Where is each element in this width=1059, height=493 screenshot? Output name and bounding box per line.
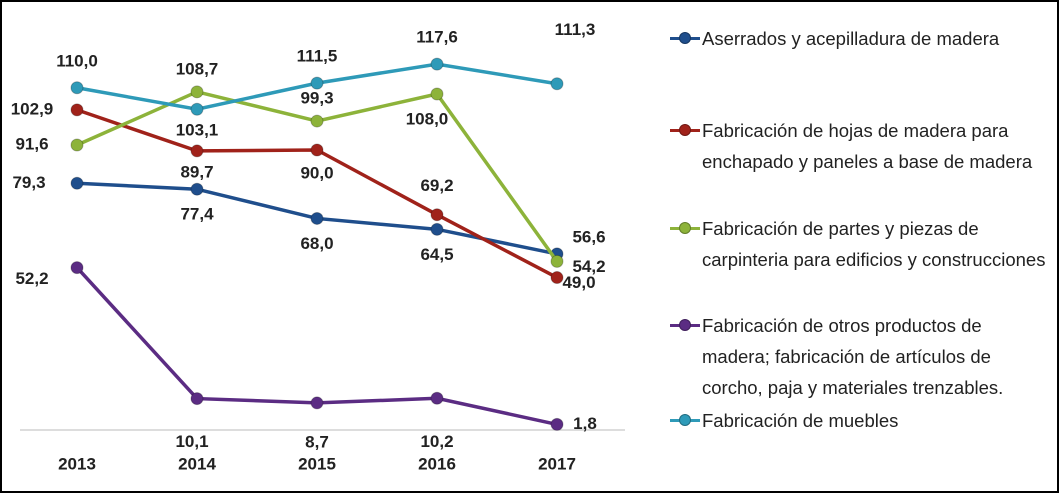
legend-item: Fabricación de otros productos de madera… [668, 310, 1048, 403]
data-label: 10,2 [420, 432, 453, 451]
data-label: 108,7 [176, 59, 219, 78]
data-label: 111,3 [555, 20, 596, 39]
marker [70, 81, 84, 95]
legend-item: Fabricación de muebles [668, 405, 1048, 436]
data-label: 89,7 [180, 162, 213, 181]
data-label: 54,2 [572, 257, 605, 276]
marker [70, 261, 84, 275]
legend-label: Fabricación de partes y piezas de carpin… [702, 218, 1046, 270]
data-label: 49,0 [562, 273, 595, 292]
data-label: 10,1 [175, 432, 208, 451]
marker [550, 77, 564, 91]
marker [310, 114, 324, 128]
data-label: 110,0 [56, 51, 98, 70]
marker [310, 76, 324, 90]
marker [430, 208, 444, 222]
marker [310, 396, 324, 410]
data-label: 77,4 [180, 205, 214, 224]
data-label: 102,9 [11, 99, 54, 118]
data-label: 108,0 [406, 109, 449, 128]
data-label: 8,7 [305, 432, 329, 451]
x-tick-label: 2013 [58, 454, 96, 473]
data-label: 56,6 [572, 227, 605, 246]
marker [70, 138, 84, 152]
legend-item: Fabricación de hojas de madera para ench… [668, 115, 1048, 177]
marker [190, 392, 204, 406]
legend-label: Fabricación de otros productos de madera… [702, 315, 1004, 398]
marker [430, 87, 444, 101]
marker [550, 417, 564, 431]
marker [190, 182, 204, 196]
data-label: 117,6 [416, 28, 458, 47]
data-label: 103,1 [176, 121, 219, 140]
marker [430, 222, 444, 236]
x-tick-label: 2016 [418, 454, 456, 473]
legend-item: Aserrados y acepilladura de madera [668, 23, 1048, 54]
x-tick-label: 2017 [538, 454, 576, 473]
data-label: 52,2 [15, 269, 48, 288]
marker [190, 102, 204, 116]
data-label: 68,0 [300, 234, 333, 253]
data-label: 99,3 [300, 89, 333, 108]
data-label: 64,5 [420, 245, 453, 264]
legend-label: Fabricación de muebles [702, 410, 899, 431]
marker [190, 144, 204, 158]
legend-item: Fabricación de partes y piezas de carpin… [668, 213, 1048, 275]
x-tick-label: 2015 [298, 454, 336, 473]
marker [310, 143, 324, 157]
data-label: 111,5 [297, 47, 338, 66]
marker [430, 391, 444, 405]
marker [430, 57, 444, 71]
data-label: 91,6 [15, 135, 48, 154]
marker [310, 211, 324, 225]
x-tick-label: 2014 [178, 454, 216, 473]
marker [550, 254, 564, 268]
legend-label: Fabricación de hojas de madera para ench… [702, 120, 1033, 172]
marker [70, 103, 84, 117]
data-label: 90,0 [300, 163, 333, 182]
marker [70, 176, 84, 190]
legend-label: Aserrados y acepilladura de madera [702, 28, 1000, 49]
data-label: 79,3 [12, 173, 45, 192]
marker [190, 85, 204, 99]
marker [550, 271, 564, 285]
data-label: 1,8 [573, 414, 597, 433]
data-label: 69,2 [420, 176, 453, 195]
